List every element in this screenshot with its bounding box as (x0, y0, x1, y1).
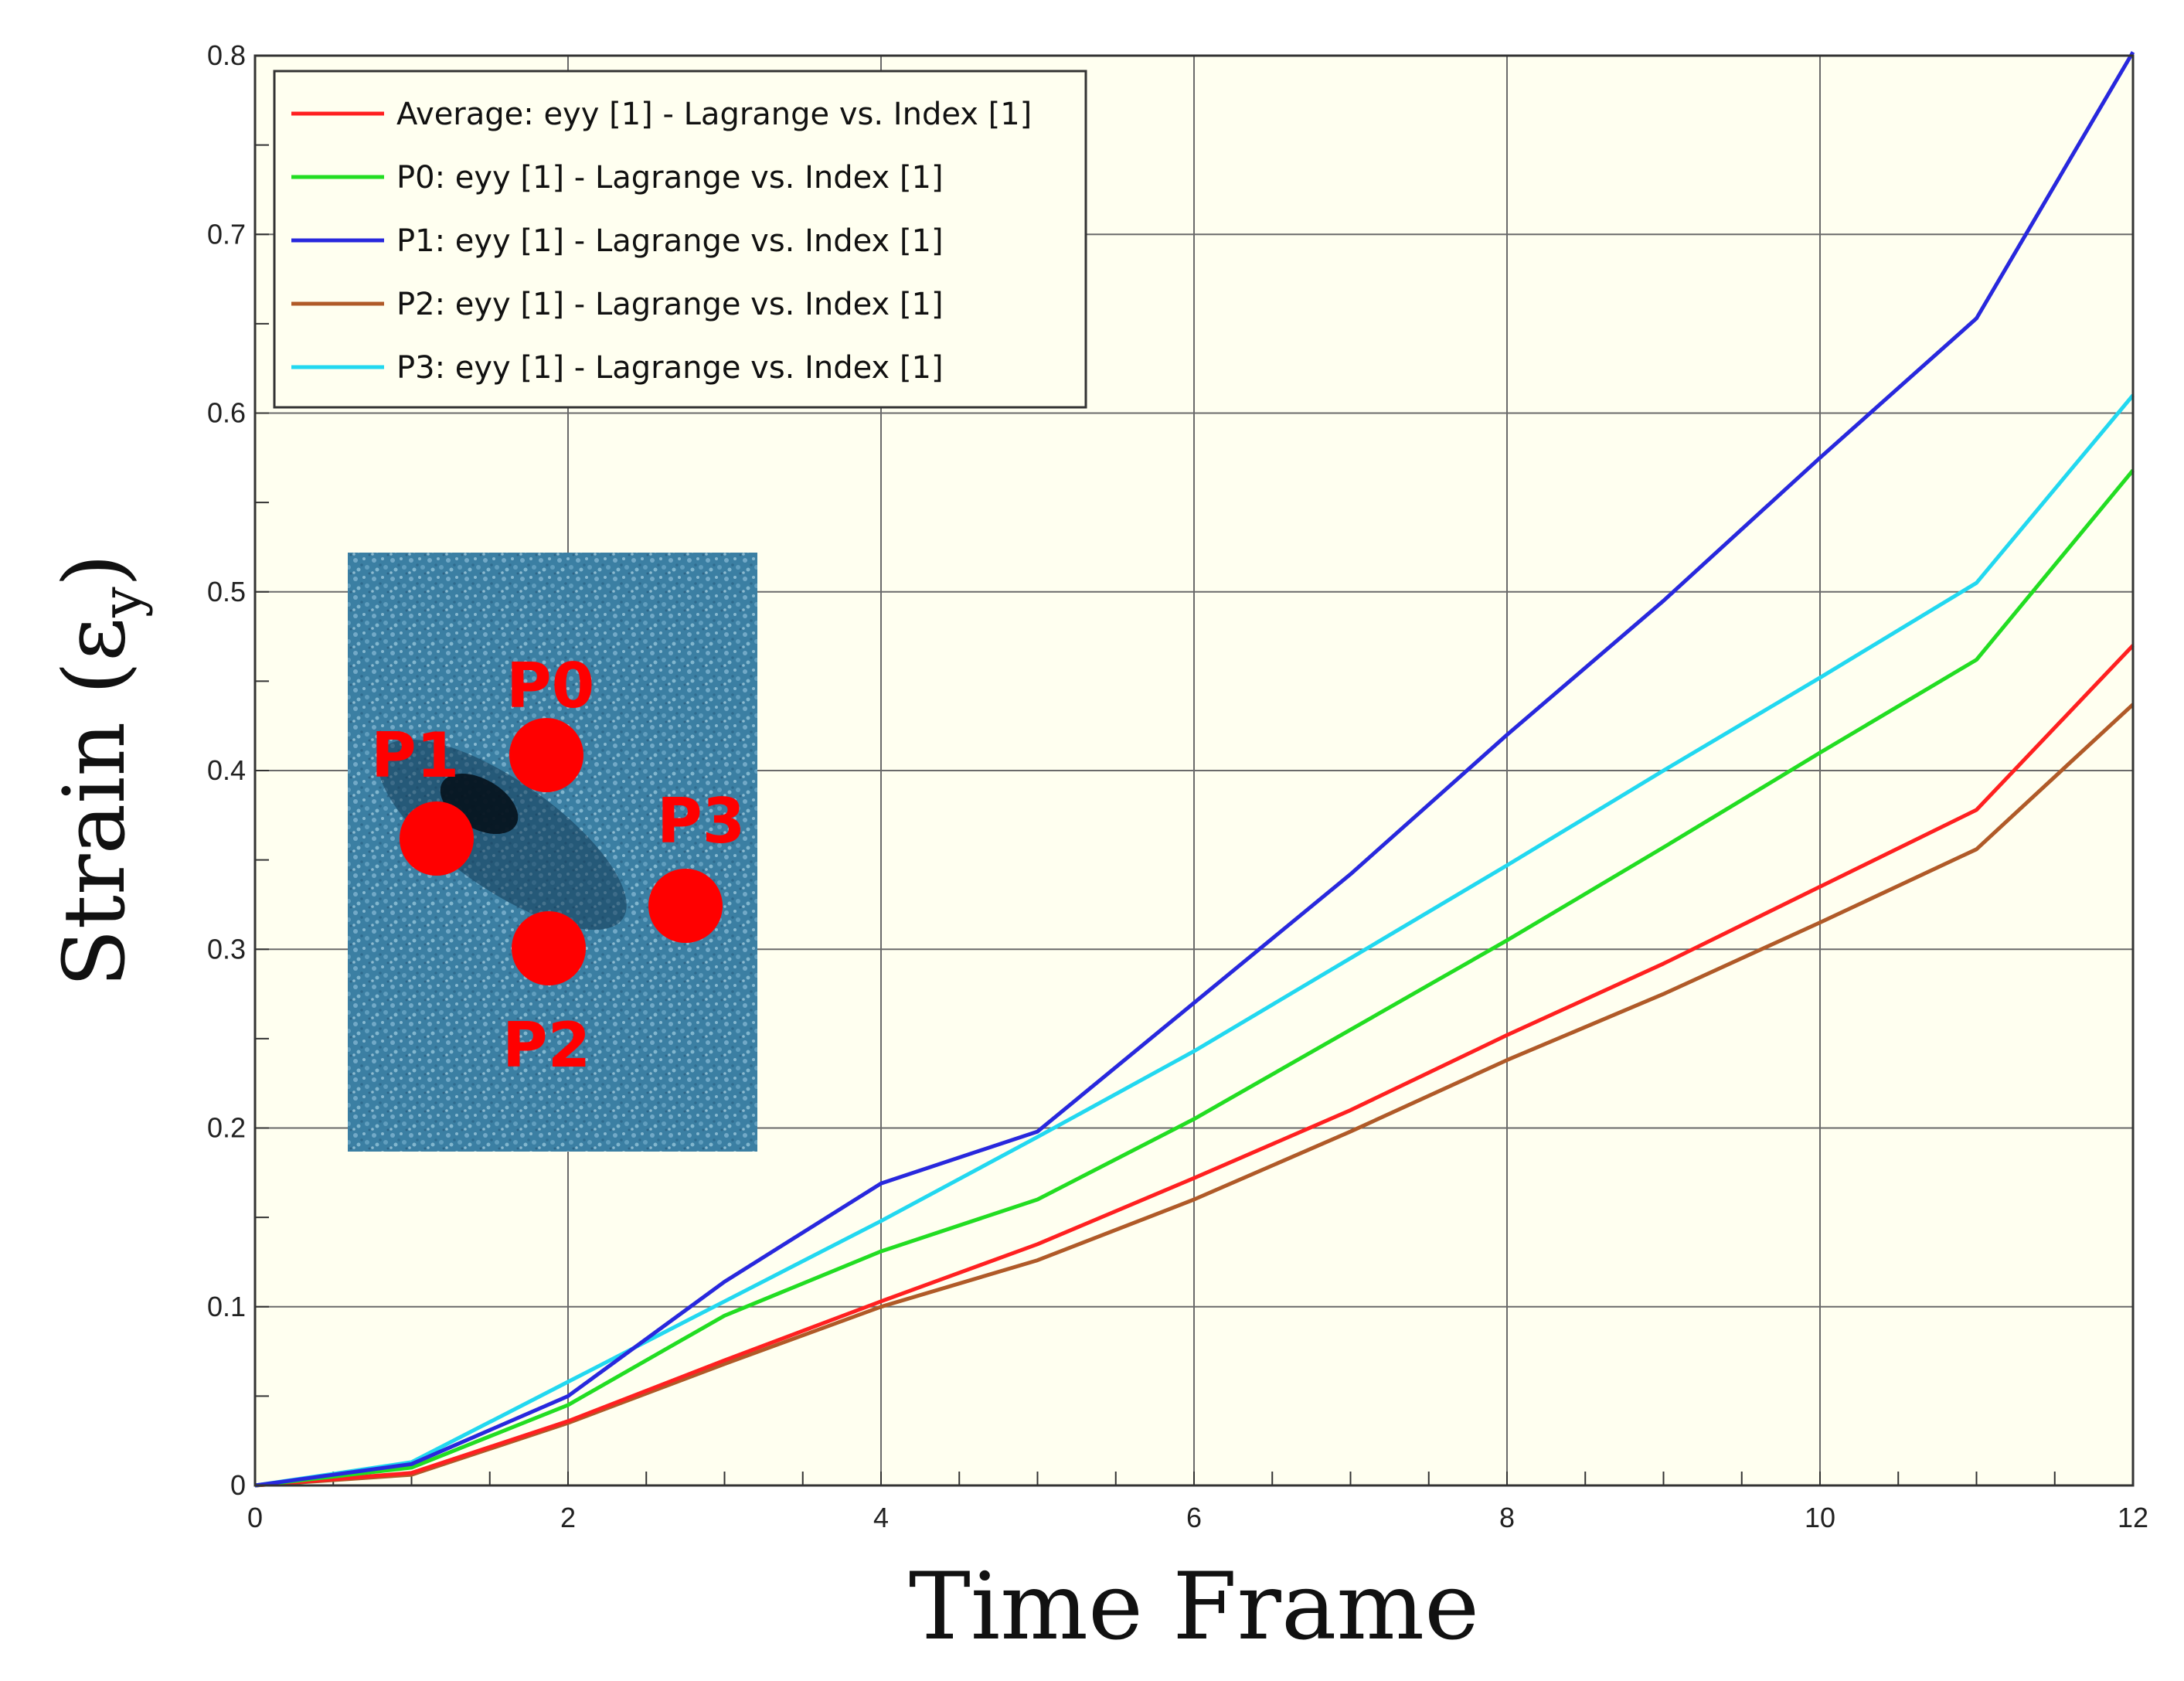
legend-entry-1: P0: eyy [1] - Lagrange vs. Index [1] (396, 160, 944, 196)
y-tick-label-7: 0.7 (207, 218, 246, 250)
inset-marker-p2 (512, 911, 586, 985)
plot-frame (253, 54, 2135, 1487)
inset-marker-p3 (648, 869, 723, 943)
inset-label-p3: P3 (657, 785, 745, 857)
inset-shadow-shape (378, 739, 627, 931)
x-tick-label-2: 4 (873, 1502, 889, 1533)
y-tick-label-5: 0.5 (207, 576, 246, 607)
series-line-0 (254, 644, 2135, 1488)
inset-specimen-image: P0 P1 P2 P3 (348, 553, 757, 1152)
x-tick-label-0: 0 (247, 1502, 263, 1533)
x-tick-label-4: 8 (1499, 1502, 1515, 1533)
inset-label-p1: P1 (371, 720, 459, 791)
y-tick-label-8: 0.8 (207, 39, 246, 71)
x-tick-label-6: 12 (2118, 1502, 2148, 1533)
inset-label-p2: P2 (502, 1009, 590, 1081)
x-axis-title: Time Frame (909, 1553, 1479, 1661)
y-axis-title: Strain (εy) (45, 553, 154, 987)
inset-marker-p0 (509, 718, 583, 792)
x-tick-labels: 0 2 4 6 8 10 12 (247, 1502, 2148, 1533)
series-layer (254, 51, 2135, 1488)
x-tick-label-3: 6 (1186, 1502, 1202, 1533)
y-tick-label-0: 0 (230, 1469, 246, 1501)
legend-entry-0: Average: eyy [1] - Lagrange vs. Index [1… (396, 97, 1032, 132)
legend-box (273, 70, 1087, 409)
y-tick-label-1: 0.1 (207, 1291, 246, 1322)
legend-entry-4: P3: eyy [1] - Lagrange vs. Index [1] (396, 350, 944, 386)
legend-entry-3: P2: eyy [1] - Lagrange vs. Index [1] (396, 287, 944, 322)
y-tick-label-6: 0.6 (207, 397, 246, 429)
legend: Average: eyy [1] - Lagrange vs. Index [1… (273, 70, 1087, 409)
x-tick-label-1: 2 (560, 1502, 576, 1533)
y-tick-labels: 0 0.1 0.2 0.3 0.4 0.5 0.6 0.7 0.8 (207, 39, 246, 1501)
series-line-1 (254, 468, 2135, 1488)
series-line-4 (254, 393, 2135, 1488)
y-tick-label-2: 0.2 (207, 1112, 246, 1144)
y-axis-title-main: Strain (ε (45, 618, 144, 988)
series-line-2 (254, 51, 2135, 1488)
legend-entry-2: P1: eyy [1] - Lagrange vs. Index [1] (396, 223, 944, 259)
y-axis-title-subscript: y (90, 587, 154, 618)
x-tick-label-5: 10 (1805, 1502, 1835, 1533)
y-axis-title-close: ) (45, 553, 144, 587)
y-tick-label-4: 0.4 (207, 754, 246, 786)
inset-marker-p1 (400, 801, 474, 876)
y-tick-label-3: 0.3 (207, 933, 246, 965)
inset-label-p0: P0 (506, 650, 594, 722)
